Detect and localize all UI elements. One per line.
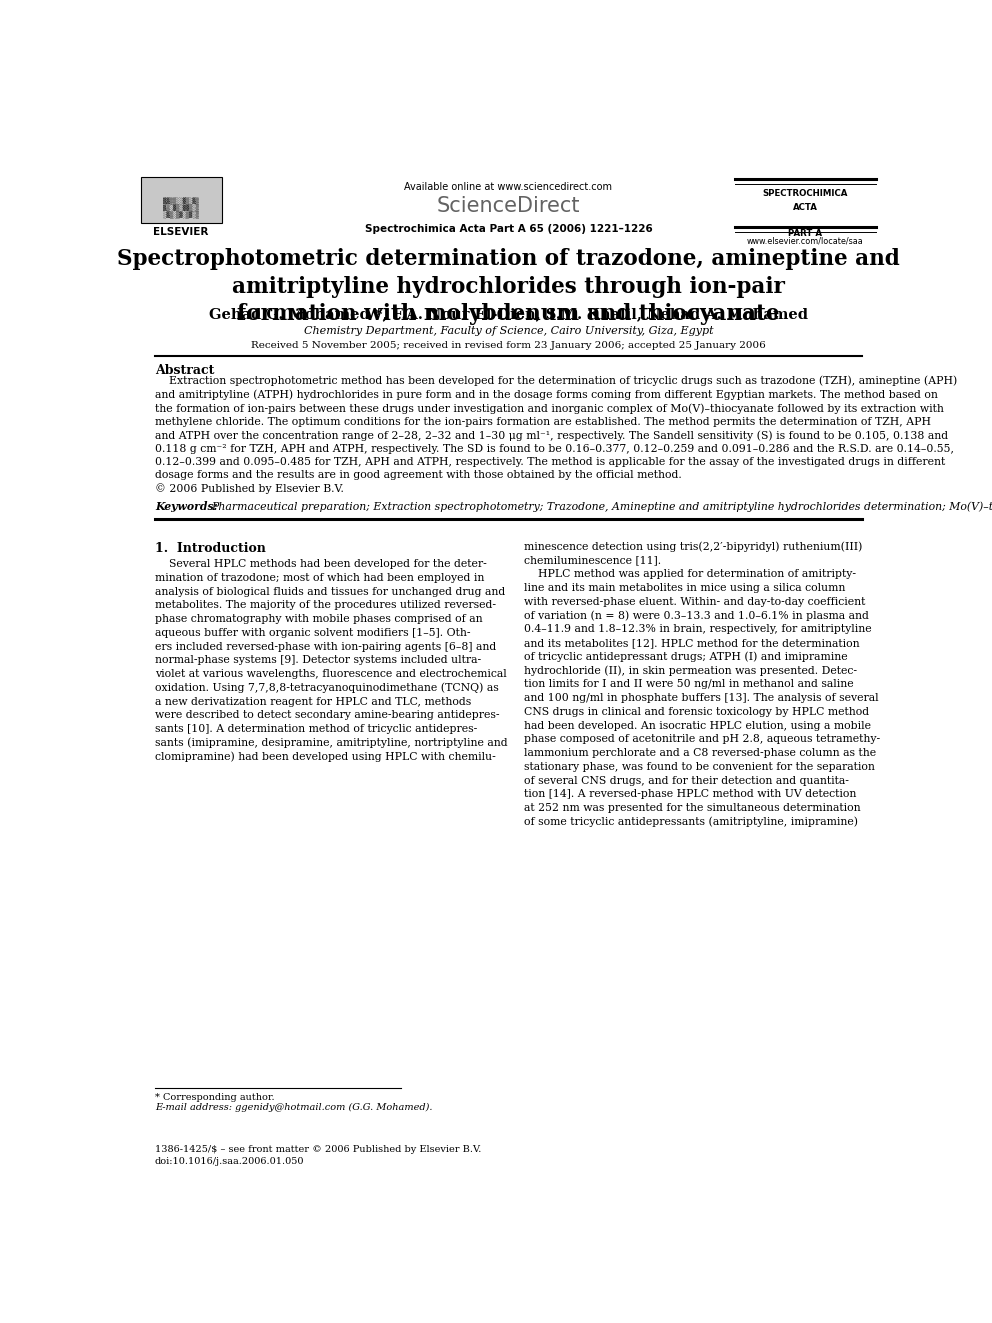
Text: tion [14]. A reversed-phase HPLC method with UV detection: tion [14]. A reversed-phase HPLC method …	[524, 790, 856, 799]
Text: of tricyclic antidepressant drugs; ATPH (I) and imipramine: of tricyclic antidepressant drugs; ATPH …	[524, 652, 847, 663]
Text: line and its main metabolites in mice using a silica column: line and its main metabolites in mice us…	[524, 583, 845, 593]
Text: aqueous buffer with organic solvent modifiers [1–5]. Oth-: aqueous buffer with organic solvent modi…	[155, 628, 470, 638]
Bar	[141, 177, 221, 224]
Text: Abstract: Abstract	[155, 364, 214, 377]
Text: Keywords:: Keywords:	[155, 501, 221, 512]
Text: tion limits for I and II were 50 ng/ml in methanol and saline: tion limits for I and II were 50 ng/ml i…	[524, 679, 853, 689]
Text: lammonium perchlorate and a C8 reversed-phase column as the: lammonium perchlorate and a C8 reversed-…	[524, 747, 876, 758]
Text: E-mail address: ggenidy@hotmail.com (G.G. Mohamed).: E-mail address: ggenidy@hotmail.com (G.G…	[155, 1103, 433, 1113]
Text: mination of trazodone; most of which had been employed in: mination of trazodone; most of which had…	[155, 573, 484, 583]
Text: of some tricyclic antidepressants (amitriptyline, imipramine): of some tricyclic antidepressants (amitr…	[524, 816, 858, 827]
Text: ers included reversed-phase with ion-pairing agents [6–8] and: ers included reversed-phase with ion-pai…	[155, 642, 496, 652]
Text: Chemistry Department, Faculty of Science, Cairo University, Giza, Egypt: Chemistry Department, Faculty of Science…	[304, 325, 713, 336]
Text: 1386-1425/$ – see front matter © 2006 Published by Elsevier B.V.: 1386-1425/$ – see front matter © 2006 Pu…	[155, 1144, 481, 1154]
Text: Pharmaceutical preparation; Extraction spectrophotometry; Trazodone, Amineptine : Pharmaceutical preparation; Extraction s…	[211, 501, 992, 512]
Text: Extraction spectrophotometric method has been developed for the determination of: Extraction spectrophotometric method has…	[155, 376, 957, 493]
Text: phase composed of acetonitrile and pH 2.8, aqueous tetramethy-: phase composed of acetonitrile and pH 2.…	[524, 734, 880, 745]
Text: ░▓▒░▒▓░▒▓░▒: ░▓▒░▒▓░▒▓░▒	[163, 212, 198, 220]
Text: violet at various wavelengths, fluorescence and electrochemical: violet at various wavelengths, fluoresce…	[155, 669, 507, 679]
Text: Spectrochimica Acta Part A 65 (2006) 1221–1226: Spectrochimica Acta Part A 65 (2006) 122…	[364, 224, 653, 234]
Text: 1.  Introduction: 1. Introduction	[155, 542, 266, 554]
Text: Gehad G. Mohamed *, F.A. Nour El-Dien, S.M. Khalil, Nehad A. Mohamed: Gehad G. Mohamed *, F.A. Nour El-Dien, S…	[209, 307, 807, 321]
Text: ScienceDirect: ScienceDirect	[436, 196, 580, 217]
Text: ELSEVIER: ELSEVIER	[153, 228, 208, 237]
Text: www.elsevier.com/locate/saa: www.elsevier.com/locate/saa	[747, 237, 863, 245]
Text: hydrochloride (II), in skin permeation was presented. Detec-: hydrochloride (II), in skin permeation w…	[524, 665, 857, 676]
Text: ▓▓▒▒░░▓▒░▓▒: ▓▓▒▒░░▓▒░▓▒	[163, 197, 198, 205]
Text: sants (imipramine, desipramine, amitriptyline, nortriptyline and: sants (imipramine, desipramine, amitript…	[155, 738, 507, 749]
Text: doi:10.1016/j.saa.2006.01.050: doi:10.1016/j.saa.2006.01.050	[155, 1158, 305, 1166]
Text: Available online at www.sciencedirect.com: Available online at www.sciencedirect.co…	[405, 183, 612, 192]
Text: SPECTROCHIMICA
ACTA

PART A: SPECTROCHIMICA ACTA PART A	[763, 189, 848, 238]
Text: stationary phase, was found to be convenient for the separation: stationary phase, was found to be conven…	[524, 762, 875, 771]
Text: a new derivatization reagent for HPLC and TLC, methods: a new derivatization reagent for HPLC an…	[155, 697, 471, 706]
Text: clomipramine) had been developed using HPLC with chemilu-: clomipramine) had been developed using H…	[155, 751, 495, 762]
Text: and its metabolites [12]. HPLC method for the determination: and its metabolites [12]. HPLC method fo…	[524, 638, 859, 648]
Text: and 100 ng/ml in phosphate buffers [13]. The analysis of several: and 100 ng/ml in phosphate buffers [13].…	[524, 693, 878, 703]
Text: Received 5 November 2005; received in revised form 23 January 2006; accepted 25 : Received 5 November 2005; received in re…	[251, 341, 766, 351]
Text: chemiluminescence [11].: chemiluminescence [11].	[524, 556, 661, 565]
Text: normal-phase systems [9]. Detector systems included ultra-: normal-phase systems [9]. Detector syste…	[155, 655, 481, 665]
Text: had been developed. An isocratic HPLC elution, using a mobile: had been developed. An isocratic HPLC el…	[524, 721, 871, 730]
Text: were described to detect secondary amine-bearing antidepres-: were described to detect secondary amine…	[155, 710, 499, 721]
Text: * Corresponding author.: * Corresponding author.	[155, 1093, 275, 1102]
Text: phase chromatography with mobile phases comprised of an: phase chromatography with mobile phases …	[155, 614, 482, 624]
Text: oxidation. Using 7,7,8,8-tetracyanoquinodimethane (TCNQ) as: oxidation. Using 7,7,8,8-tetracyanoquino…	[155, 683, 499, 693]
Text: ▓▒░▓▒░▓▓▒░▒: ▓▒░▓▒░▓▓▒░▒	[163, 205, 198, 212]
Text: 0.4–11.9 and 1.8–12.3% in brain, respectively, for amitriptyline: 0.4–11.9 and 1.8–12.3% in brain, respect…	[524, 624, 871, 634]
Text: HPLC method was applied for determination of amitripty-: HPLC method was applied for determinatio…	[524, 569, 856, 579]
Text: Spectrophotometric determination of trazodone, amineptine and
amitriptyline hydr: Spectrophotometric determination of traz…	[117, 249, 900, 325]
Text: of several CNS drugs, and for their detection and quantita-: of several CNS drugs, and for their dete…	[524, 775, 848, 786]
Text: with reversed-phase eluent. Within- and day-to-day coefficient: with reversed-phase eluent. Within- and …	[524, 597, 865, 607]
Text: of variation (n = 8) were 0.3–13.3 and 1.0–6.1% in plasma and: of variation (n = 8) were 0.3–13.3 and 1…	[524, 610, 869, 620]
Text: metabolites. The majority of the procedures utilized reversed-: metabolites. The majority of the procedu…	[155, 601, 496, 610]
Text: minescence detection using tris(2,2′-bipyridyl) ruthenium(III): minescence detection using tris(2,2′-bip…	[524, 542, 862, 553]
Text: sants [10]. A determination method of tricyclic antidepres-: sants [10]. A determination method of tr…	[155, 724, 477, 734]
Text: analysis of biological fluids and tissues for unchanged drug and: analysis of biological fluids and tissue…	[155, 586, 505, 597]
Text: Several HPLC methods had been developed for the deter-: Several HPLC methods had been developed …	[155, 560, 486, 569]
Text: at 252 nm was presented for the simultaneous determination: at 252 nm was presented for the simultan…	[524, 803, 860, 814]
Text: CNS drugs in clinical and forensic toxicology by HPLC method: CNS drugs in clinical and forensic toxic…	[524, 706, 869, 717]
